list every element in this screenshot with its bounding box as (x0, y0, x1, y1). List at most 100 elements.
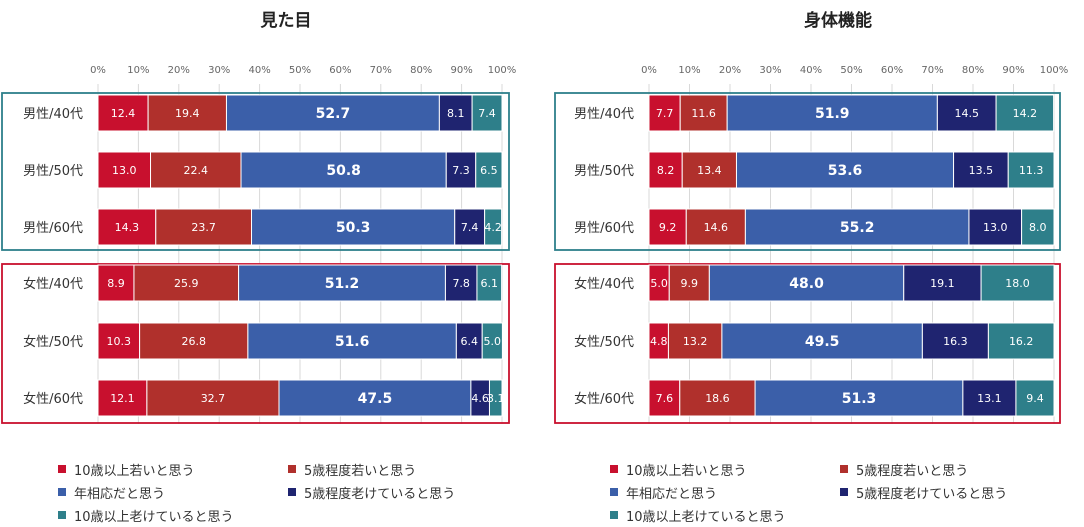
x-tick-label: 0% (90, 65, 106, 76)
data-label: 8.2 (657, 164, 675, 177)
category-label: 男性/60代 (574, 221, 634, 236)
bar-segment (455, 322, 483, 360)
bar-segment (921, 322, 989, 360)
bar-segment (1015, 379, 1055, 417)
data-label: 10.3 (107, 335, 132, 348)
legend-item: 年相応だと思う (610, 482, 840, 502)
x-tick-label: 70% (921, 65, 943, 76)
data-label: 51.9 (815, 106, 850, 122)
data-label: 14.2 (1013, 107, 1038, 120)
data-label: 13.1 (977, 392, 1002, 405)
bar-segment (481, 322, 503, 360)
group-box-female (1, 263, 510, 424)
bar-segment (444, 264, 478, 302)
x-tick-label: 80% (410, 65, 432, 76)
legend-label: 10歳以上老けていると思う (626, 509, 786, 525)
bar-segment (936, 94, 997, 132)
data-label: 49.5 (805, 334, 840, 350)
data-label: 6.5 (480, 164, 498, 177)
x-tick-label: 80% (962, 65, 984, 76)
data-label: 5.0 (484, 335, 502, 348)
legend-label: 10歳以上老けていると思う (74, 509, 234, 525)
chart-title-physical: 身体機能 (804, 10, 872, 31)
legend-label: 年相応だと思う (626, 486, 718, 502)
category-label: 男性/40代 (23, 107, 83, 122)
data-label: 14.6 (704, 221, 729, 234)
bar-segment (980, 264, 1055, 302)
category-label: 男性/50代 (574, 164, 634, 179)
bar-segment (648, 151, 683, 189)
data-label: 5.0 (650, 277, 668, 290)
data-label: 51.3 (842, 391, 877, 407)
legend-label: 年相応だと思う (74, 486, 166, 502)
data-label: 25.9 (174, 277, 199, 290)
bar-segment (681, 151, 737, 189)
legend-item: 10歳以上老けていると思う (58, 505, 288, 525)
data-label: 13.2 (683, 335, 708, 348)
data-label: 7.4 (478, 107, 496, 120)
legend-item: 5歳程度老けていると思う (288, 482, 518, 502)
data-label: 9.9 (681, 277, 699, 290)
data-label: 48.0 (789, 276, 824, 292)
legend-swatch (610, 465, 618, 473)
data-label: 23.7 (191, 221, 216, 234)
bar-segment (251, 208, 456, 246)
x-tick-label: 90% (1002, 65, 1024, 76)
x-tick-label: 20% (719, 65, 741, 76)
category-label: 女性/40代 (574, 276, 634, 292)
bar-segment (1021, 208, 1055, 246)
bar-segment (475, 151, 503, 189)
bar-segment (247, 322, 457, 360)
x-tick-label: 100% (488, 65, 517, 76)
group-box-male (1, 92, 510, 251)
legend-item: 10歳以上若いと思う (58, 459, 288, 479)
data-label: 9.4 (1026, 392, 1044, 405)
data-label: 18.0 (1005, 277, 1030, 290)
bar-segment (1007, 151, 1055, 189)
bar-segment (97, 94, 149, 132)
category-label: 女性/50代 (574, 334, 634, 350)
category-label: 女性/60代 (23, 391, 83, 407)
category-label: 男性/50代 (23, 164, 83, 179)
bar-segment (445, 151, 477, 189)
bar-segment (238, 264, 446, 302)
bar-segment (726, 94, 938, 132)
legend-item: 年相応だと思う (58, 482, 288, 502)
bar-segment (146, 379, 280, 417)
chart-title-appearance: 見た目 (260, 11, 312, 31)
x-tick-label: 40% (800, 65, 822, 76)
data-label: 7.4 (461, 221, 479, 234)
bar-segment (953, 151, 1009, 189)
x-tick-label: 70% (370, 65, 392, 76)
bar-segment (133, 264, 240, 302)
data-label: 12.4 (111, 107, 136, 120)
data-label: 8.1 (447, 107, 465, 120)
bar-segment (97, 379, 148, 417)
bar-segment (754, 379, 964, 417)
bar-segment (668, 264, 710, 302)
data-label: 11.3 (1019, 164, 1044, 177)
data-label: 6.1 (481, 277, 499, 290)
data-label: 12.1 (110, 392, 135, 405)
data-label: 26.8 (181, 335, 206, 348)
bar-segment (903, 264, 982, 302)
category-label: 男性/60代 (23, 221, 83, 236)
x-tick-label: 10% (127, 65, 149, 76)
bar-segment (488, 379, 503, 417)
data-label: 19.4 (175, 107, 200, 120)
legend-swatch (288, 465, 296, 473)
data-label: 7.3 (452, 164, 470, 177)
data-label: 8.9 (107, 277, 125, 290)
bar-segment (97, 322, 141, 360)
legend-swatch (840, 465, 848, 473)
x-tick-label: 0% (641, 65, 657, 76)
bar-segment (484, 208, 503, 246)
bar-segment (225, 94, 440, 132)
bar-segment (962, 379, 1017, 417)
data-label: 19.1 (930, 277, 955, 290)
bar-segment (150, 151, 242, 189)
legend-item: 5歳程度若いと思う (288, 459, 518, 479)
legend-appearance: 10歳以上若いと思う 5歳程度若いと思う年相応だと思う 5歳程度老けていると思う 10… (58, 459, 518, 525)
data-label: 16.3 (943, 335, 968, 348)
